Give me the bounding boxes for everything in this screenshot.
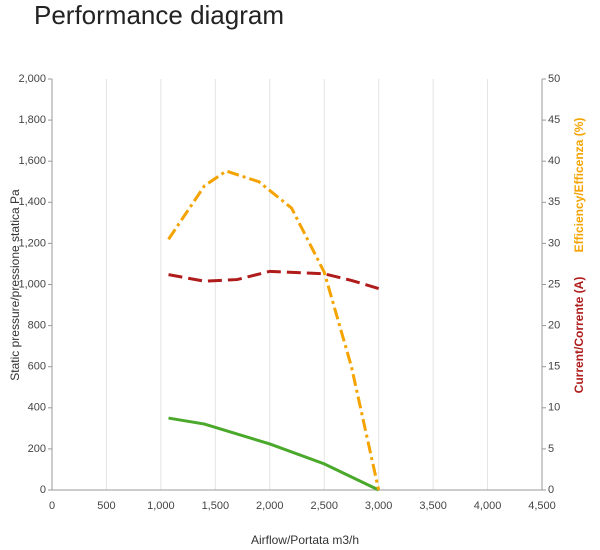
y-tick-label: 400: [28, 402, 46, 414]
y-tick-label: 1,600: [18, 155, 46, 167]
series-line: [168, 269, 380, 291]
x-tick-label: 1,000: [147, 500, 175, 512]
x-tick-label: 500: [97, 500, 115, 512]
y2-axis-label: Efficiency/Efficenza (%): [572, 118, 586, 253]
y2-axis-label: Current/Corrente (A): [572, 277, 586, 394]
y2-tick-label: 25: [548, 278, 560, 290]
y2-tick-label: 10: [548, 402, 560, 414]
series-line: [168, 416, 380, 492]
y2-tick-label: 5: [548, 443, 554, 455]
x-tick-label: 3,000: [365, 500, 393, 512]
y2-tick-label: 35: [548, 196, 560, 208]
y2-tick-label: 0: [548, 484, 554, 496]
y-tick-label: 1,200: [18, 237, 46, 249]
y-axis-label: Static pressure/pressione statica Pa: [8, 189, 22, 381]
y-tick-label: 200: [28, 443, 46, 455]
y-tick-label: 2,000: [18, 73, 46, 85]
x-tick-label: 4,000: [474, 500, 502, 512]
x-tick-label: 0: [49, 500, 55, 512]
x-tick-label: 2,000: [256, 500, 284, 512]
y2-tick-label: 30: [548, 237, 560, 249]
y-tick-label: 0: [40, 484, 46, 496]
y-tick-label: 800: [28, 320, 46, 332]
y2-tick-label: 20: [548, 320, 560, 332]
y2-tick-label: 50: [548, 73, 560, 85]
y-tick-label: 1,000: [18, 278, 46, 290]
y-tick-label: 1,800: [18, 114, 46, 126]
y2-tick-label: 45: [548, 114, 560, 126]
x-axis-label: Airflow/Portata m3/h: [251, 533, 359, 547]
chart-title: Performance diagram: [34, 0, 284, 30]
series-line: [167, 169, 381, 491]
x-tick-label: 2,500: [310, 500, 338, 512]
y2-tick-label: 40: [548, 155, 560, 167]
x-tick-label: 4,500: [528, 500, 556, 512]
y-tick-label: 600: [28, 361, 46, 373]
x-tick-label: 1,500: [202, 500, 230, 512]
y-tick-label: 1,400: [18, 196, 46, 208]
x-tick-label: 3,500: [419, 500, 447, 512]
y2-tick-label: 15: [548, 361, 560, 373]
